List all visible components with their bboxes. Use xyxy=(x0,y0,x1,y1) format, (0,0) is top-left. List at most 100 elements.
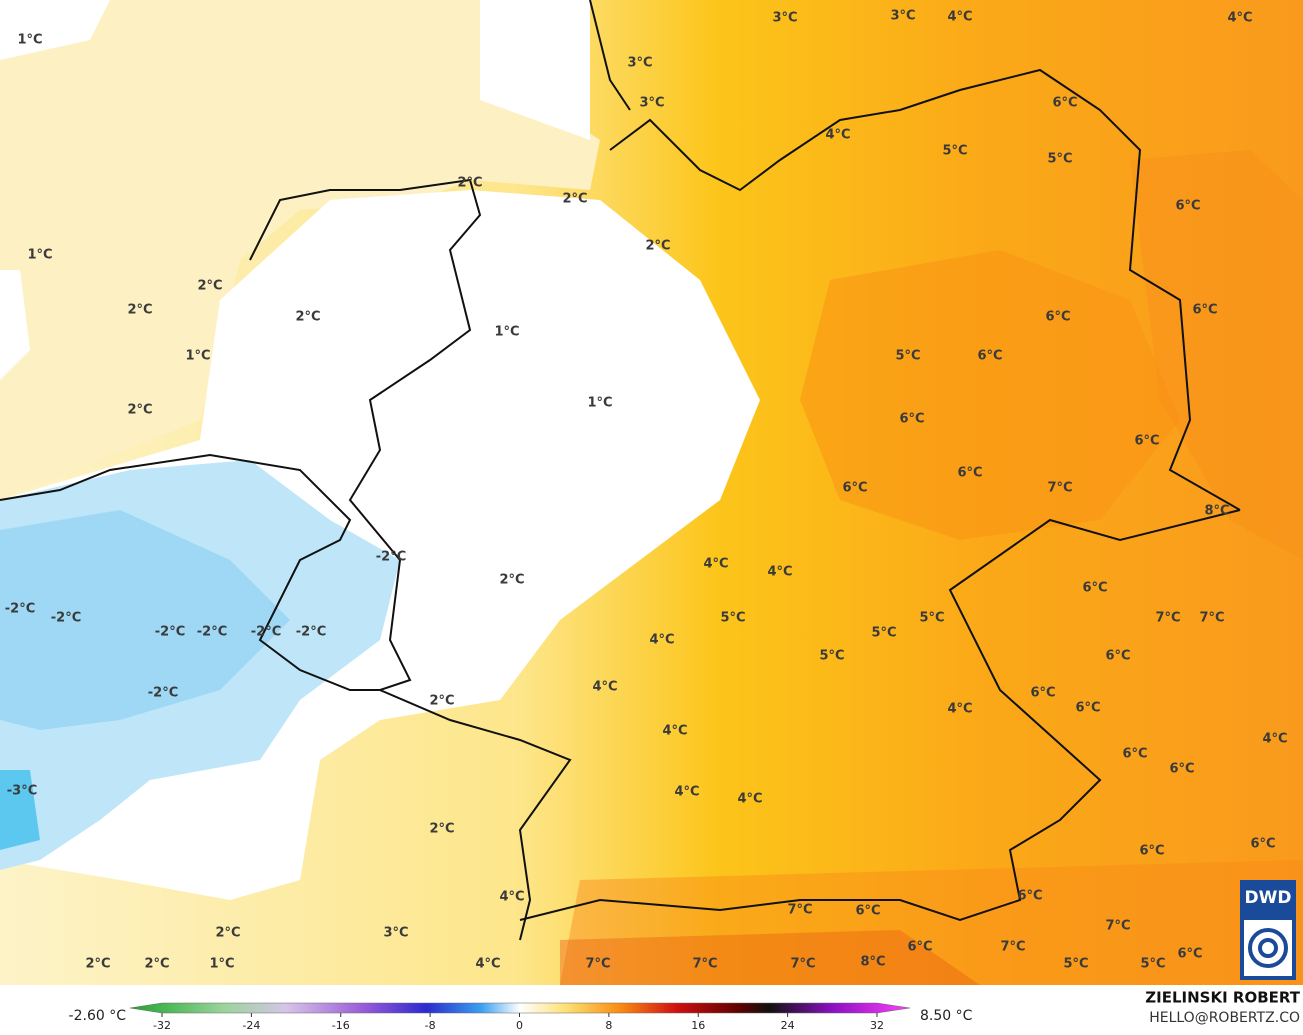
temp-label: 4°C xyxy=(767,565,792,580)
temp-label: 6°C xyxy=(1105,649,1130,664)
temp-label: 5°C xyxy=(919,611,944,626)
temp-label: -2°C xyxy=(251,625,281,640)
temp-label: 2°C xyxy=(215,926,240,941)
temp-label: 2°C xyxy=(562,192,587,207)
temp-label: 8°C xyxy=(860,955,885,970)
temp-label: 7°C xyxy=(1105,919,1130,934)
temp-label: 6°C xyxy=(1177,947,1202,962)
temp-label: 6°C xyxy=(977,349,1002,364)
temp-label: 7°C xyxy=(1155,611,1180,626)
temp-label: 6°C xyxy=(842,481,867,496)
temp-label: 8°C xyxy=(1204,504,1229,519)
temp-label: 2°C xyxy=(127,303,152,318)
dwd-logo: DWD xyxy=(1240,880,1296,980)
temp-label: -2°C xyxy=(5,602,35,617)
temp-label: -2°C xyxy=(296,625,326,640)
temp-label: 5°C xyxy=(720,611,745,626)
temp-label: 2°C xyxy=(127,403,152,418)
temp-label: 1°C xyxy=(209,957,234,972)
credit-name: ZIELINSKI ROBERT xyxy=(1145,989,1300,1007)
logo-text: DWD xyxy=(1245,888,1292,908)
temp-label: 6°C xyxy=(1175,199,1200,214)
temp-label: 5°C xyxy=(895,349,920,364)
temp-label: 6°C xyxy=(1052,96,1077,111)
temp-label: 6°C xyxy=(1169,762,1194,777)
temp-label: 7°C xyxy=(692,957,717,972)
colorbar-tick-label: -32 xyxy=(153,1019,171,1032)
colorbar-tick-label: -24 xyxy=(242,1019,260,1032)
temp-label: 1°C xyxy=(17,33,42,48)
colorbar xyxy=(129,1002,911,1014)
temp-label: 6°C xyxy=(1250,837,1275,852)
temp-label: 7°C xyxy=(1199,611,1224,626)
temp-label: 2°C xyxy=(429,822,454,837)
temp-label: 1°C xyxy=(185,349,210,364)
temp-label: 3°C xyxy=(639,96,664,111)
temp-label: -3°C xyxy=(7,784,37,799)
temp-label: -2°C xyxy=(376,550,406,565)
temp-label: 3°C xyxy=(627,56,652,71)
temp-label: 6°C xyxy=(907,940,932,955)
temp-label: 5°C xyxy=(1063,957,1088,972)
temp-label: 4°C xyxy=(1227,11,1252,26)
temp-label: -2°C xyxy=(51,611,81,626)
temp-label: 6°C xyxy=(1122,747,1147,762)
colorbar-tick-label: 16 xyxy=(691,1019,705,1032)
temp-label: 5°C xyxy=(871,626,896,641)
temp-label: 4°C xyxy=(947,10,972,25)
temp-label: 6°C xyxy=(957,466,982,481)
temp-label: 5°C xyxy=(942,144,967,159)
temp-label: 6°C xyxy=(1075,701,1100,716)
colorbar-tick-label: 8 xyxy=(605,1019,612,1032)
temp-label: 5°C xyxy=(819,649,844,664)
temperature-labels: 1°C 3°C 3°C 4°C 4°C 3°C 3°C 6°C 4°C 5°C 5°C 2°C 2°C 6… xyxy=(5,9,1288,972)
temp-label: -2°C xyxy=(197,625,227,640)
temp-label: 7°C xyxy=(585,957,610,972)
temp-label: 6°C xyxy=(1134,434,1159,449)
temp-label: 1°C xyxy=(494,325,519,340)
temp-label: 2°C xyxy=(429,694,454,709)
colorbar-ticks: -32 -24 -16 -8 0 8 16 24 32 xyxy=(153,1013,884,1032)
temp-label: 4°C xyxy=(592,680,617,695)
temp-label: -2°C xyxy=(148,686,178,701)
credit-contact: HELLO@ROBERTZ.CO xyxy=(1149,1010,1300,1026)
temp-label: 6°C xyxy=(855,904,880,919)
temp-label: 2°C xyxy=(499,573,524,588)
temp-label: 6°C xyxy=(1192,303,1217,318)
temp-label: 7°C xyxy=(1047,481,1072,496)
temp-label: 1°C xyxy=(587,396,612,411)
temp-label: 4°C xyxy=(674,785,699,800)
temp-label: 4°C xyxy=(649,633,674,648)
temp-label: 2°C xyxy=(85,957,110,972)
temp-label: -2°C xyxy=(155,625,185,640)
temp-label: 2°C xyxy=(144,957,169,972)
map-background xyxy=(0,0,1303,985)
min-label: -2.60 °C xyxy=(69,1008,127,1024)
temp-label: 6°C xyxy=(1139,844,1164,859)
temp-label: 4°C xyxy=(825,128,850,143)
temp-label: 4°C xyxy=(662,724,687,739)
temp-label: 4°C xyxy=(947,702,972,717)
temp-label: 2°C xyxy=(197,279,222,294)
temp-label: 5°C xyxy=(1047,152,1072,167)
temp-label: 4°C xyxy=(1262,732,1287,747)
temp-label: 6°C xyxy=(899,412,924,427)
temp-label: 6°C xyxy=(1017,889,1042,904)
temp-label: 4°C xyxy=(475,957,500,972)
temp-label: 6°C xyxy=(1082,581,1107,596)
temp-label: 4°C xyxy=(737,792,762,807)
temp-label: 1°C xyxy=(27,248,52,263)
colorbar-tick-label: -8 xyxy=(425,1019,436,1032)
temp-label: 2°C xyxy=(645,239,670,254)
temp-label: 2°C xyxy=(295,310,320,325)
temp-label: 7°C xyxy=(1000,940,1025,955)
temp-label: 7°C xyxy=(790,957,815,972)
temp-label: 6°C xyxy=(1045,310,1070,325)
max-label: 8.50 °C xyxy=(920,1008,973,1024)
temp-label: 3°C xyxy=(890,9,915,24)
temp-label: 2°C xyxy=(457,176,482,191)
colorbar-tick-label: 32 xyxy=(870,1019,884,1032)
temp-label: 6°C xyxy=(1030,686,1055,701)
temp-label: 4°C xyxy=(703,557,728,572)
